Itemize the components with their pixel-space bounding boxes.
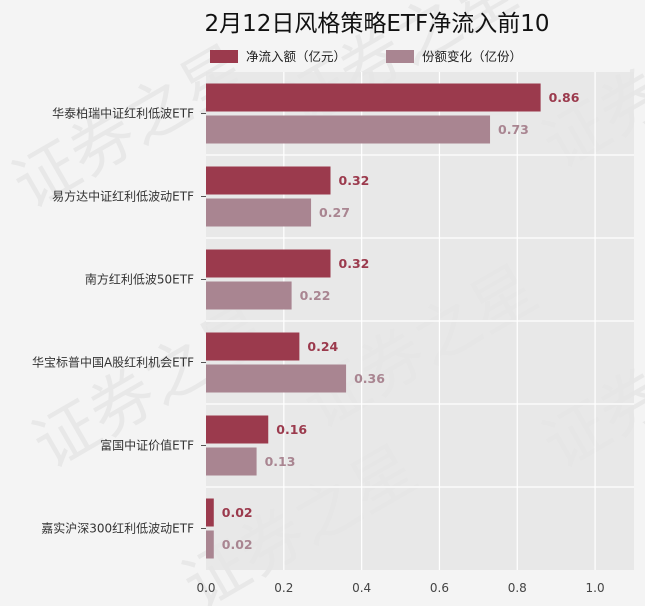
- bar-net-inflow-4: [206, 332, 300, 361]
- bar-net-inflow-5: [206, 415, 269, 444]
- bar-share-change-2: [206, 198, 312, 227]
- category-label-6: 嘉实沪深300红利低波动ETF: [41, 521, 194, 536]
- category-label-5: 富国中证价值ETF: [100, 438, 194, 453]
- data-label-net-inflow-5: 0.16: [276, 422, 307, 437]
- category-axis: 华泰柏瑞中证红利低波ETF 易方达中证红利低波动ETF 南方红利低波50ETF 华宝标…: [32, 106, 206, 536]
- x-tick-label-0: 0.0: [196, 581, 215, 595]
- data-label-share-change-4: 0.36: [354, 371, 385, 386]
- bar-share-change-3: [206, 281, 292, 310]
- legend-swatch-share-change: [386, 50, 414, 63]
- grid-lines: [206, 72, 634, 570]
- data-label-share-change-5: 0.13: [265, 454, 296, 469]
- bar-share-change-6: [206, 530, 214, 559]
- x-tick-label-5: 1.0: [586, 581, 605, 595]
- legend-swatch-net-inflow: [210, 50, 238, 63]
- data-label-share-change-6: 0.02: [222, 537, 253, 552]
- legend-label-share-change: 份额变化（亿份）: [422, 49, 522, 64]
- legend: 净流入额（亿元） 份额变化（亿份）: [210, 49, 522, 64]
- bar-net-inflow-2: [206, 166, 331, 195]
- x-tick-label-1: 0.2: [274, 581, 293, 595]
- chart-title: 2月12日风格策略ETF净流入前10: [205, 11, 550, 37]
- category-label-1: 华泰柏瑞中证红利低波ETF: [52, 106, 194, 121]
- bar-net-inflow-1: [206, 83, 541, 112]
- data-label-share-change-2: 0.27: [319, 205, 350, 220]
- bar-net-inflow-3: [206, 249, 331, 278]
- x-tick-label-4: 0.8: [508, 581, 527, 595]
- data-label-net-inflow-4: 0.24: [307, 339, 338, 354]
- data-label-share-change-3: 0.22: [300, 288, 331, 303]
- data-label-net-inflow-2: 0.32: [339, 173, 370, 188]
- data-label-net-inflow-1: 0.86: [549, 90, 580, 105]
- bar-net-inflow-6: [206, 498, 214, 527]
- category-label-2: 易方达中证红利低波动ETF: [52, 189, 194, 204]
- x-tick-label-2: 0.4: [352, 581, 371, 595]
- bar-share-change-5: [206, 447, 257, 476]
- data-labels: 0.86 0.73 0.32 0.27 0.32 0.22 0.24 0.36 0.16 0.13…: [222, 90, 580, 552]
- x-tick-label-3: 0.6: [430, 581, 449, 595]
- bar-share-change-1: [206, 115, 491, 144]
- legend-label-net-inflow: 净流入额（亿元）: [246, 49, 346, 64]
- value-axis: 0.0 0.2 0.4 0.6 0.8 1.0: [196, 581, 604, 595]
- data-label-net-inflow-6: 0.02: [222, 505, 253, 520]
- data-label-share-change-1: 0.73: [498, 122, 529, 137]
- data-label-net-inflow-3: 0.32: [339, 256, 370, 271]
- category-label-4: 华宝标普中国A股红利机会ETF: [32, 355, 194, 370]
- category-label-3: 南方红利低波50ETF: [85, 272, 194, 287]
- bars: [206, 83, 541, 559]
- bar-share-change-4: [206, 364, 347, 393]
